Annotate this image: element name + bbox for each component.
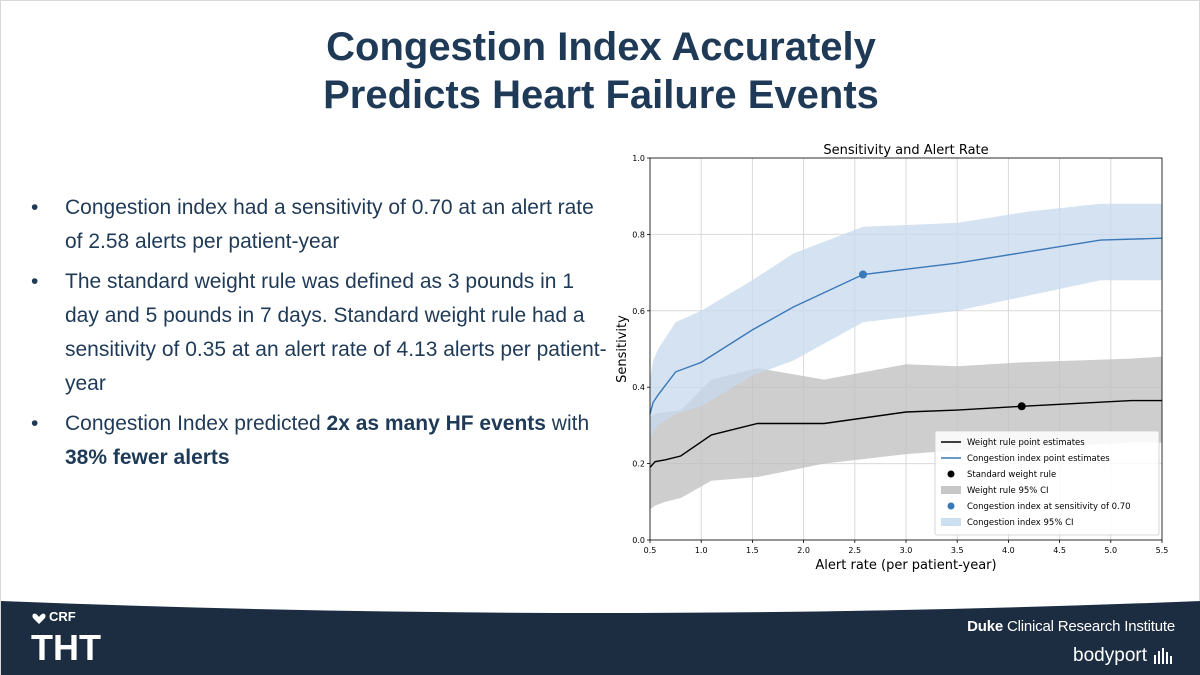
sensitivity-alert-rate-chart: 0.5 1.0 1.5 2.0 2.5 3.0 3.5 4.0 4.5 5.0 5.5 0.0 0.2 0… (615, 143, 1169, 573)
legend-label: Weight rule 95% CI (967, 486, 1049, 496)
x-axis-label: Alert rate (per patient-year) (815, 558, 996, 573)
series-line (649, 237, 1163, 415)
heart-icon (32, 613, 46, 624)
legend-label: Congestion index at sensitivity of 0.70 (967, 502, 1131, 512)
y-tick-label: 1.0 (632, 154, 645, 163)
y-tick-label: 0.6 (632, 307, 645, 316)
y-tick-label: 0.8 (632, 230, 645, 239)
bullet-item: The standard weight rule was defined as … (31, 265, 611, 401)
chart-title: Sensitivity and Alert Rate (823, 143, 988, 158)
bullet-item: Congestion index had a sensitivity of 0.… (31, 191, 611, 259)
ci-band (650, 356, 1162, 510)
y-tick-label: 0.4 (632, 383, 645, 392)
bullet-item: Congestion Index predicted 2x as many HF… (31, 407, 611, 475)
x-tick-label: 1.5 (746, 546, 759, 555)
y-axis-label: Sensitivity (615, 315, 630, 383)
x-tick-label: 5.0 (1104, 546, 1117, 555)
tht-text: THT (31, 627, 101, 665)
x-tick-label: 5.5 (1156, 546, 1169, 555)
bullet-text: Congestion Index predicted (65, 412, 327, 435)
legend-box (934, 430, 1160, 536)
x-tick-label: 3.5 (951, 546, 964, 555)
bodyport-logo: bodyport (1073, 645, 1175, 667)
data-point (858, 270, 867, 279)
bullet-text: Congestion index had a sensitivity of 0.… (65, 196, 594, 253)
legend-label: Weight rule point estimates (967, 438, 1085, 448)
ci-band (650, 203, 1162, 437)
x-tick-label: 2.5 (848, 546, 861, 555)
title-line-1: Congestion Index Accurately (326, 25, 876, 69)
x-tick-label: 1.0 (695, 546, 708, 555)
crf-tht-logo: CRF THT (31, 609, 101, 665)
crf-text: CRF (49, 609, 76, 624)
duke-bold-text: Duke (967, 618, 1004, 635)
y-tick-label: 0.2 (632, 460, 645, 469)
bodyport-text: bodyport (1073, 645, 1147, 666)
legend-label: Congestion index point estimates (967, 454, 1110, 464)
bodyport-mark-icon (1154, 648, 1172, 664)
bullet-list: Congestion index had a sensitivity of 0.… (31, 191, 611, 481)
slide-title: Congestion Index Accurately Predicts Hea… (1, 23, 1200, 119)
x-tick-label: 2.0 (797, 546, 810, 555)
x-tick-label: 4.5 (1053, 546, 1066, 555)
x-tick-label: 4.0 (1002, 546, 1015, 555)
legend-label: Congestion index 95% CI (967, 518, 1074, 528)
bullet-text: The standard weight rule was defined as … (65, 270, 607, 395)
title-line-2: Predicts Heart Failure Events (323, 73, 879, 117)
x-tick-label: 0.5 (644, 546, 657, 555)
series-line (649, 399, 1162, 468)
footer-band (1, 601, 1200, 675)
data-point (1017, 402, 1026, 411)
legend-swatch (941, 486, 961, 494)
y-tick-label: 0.0 (632, 536, 645, 545)
bullet-text: with (545, 412, 590, 435)
duke-rest-text: Clinical Research Institute (1003, 618, 1175, 635)
bullet-bold-text: 38% fewer alerts (65, 446, 230, 469)
legend-swatch (947, 502, 955, 510)
duke-logo: Duke Clinical Research Institute (967, 618, 1175, 635)
bullet-bold-text: 2x as many HF events (326, 412, 546, 435)
legend-label: Standard weight rule (967, 470, 1056, 480)
x-tick-label: 3.0 (900, 546, 913, 555)
legend-swatch (947, 470, 955, 478)
legend-swatch (941, 518, 961, 526)
